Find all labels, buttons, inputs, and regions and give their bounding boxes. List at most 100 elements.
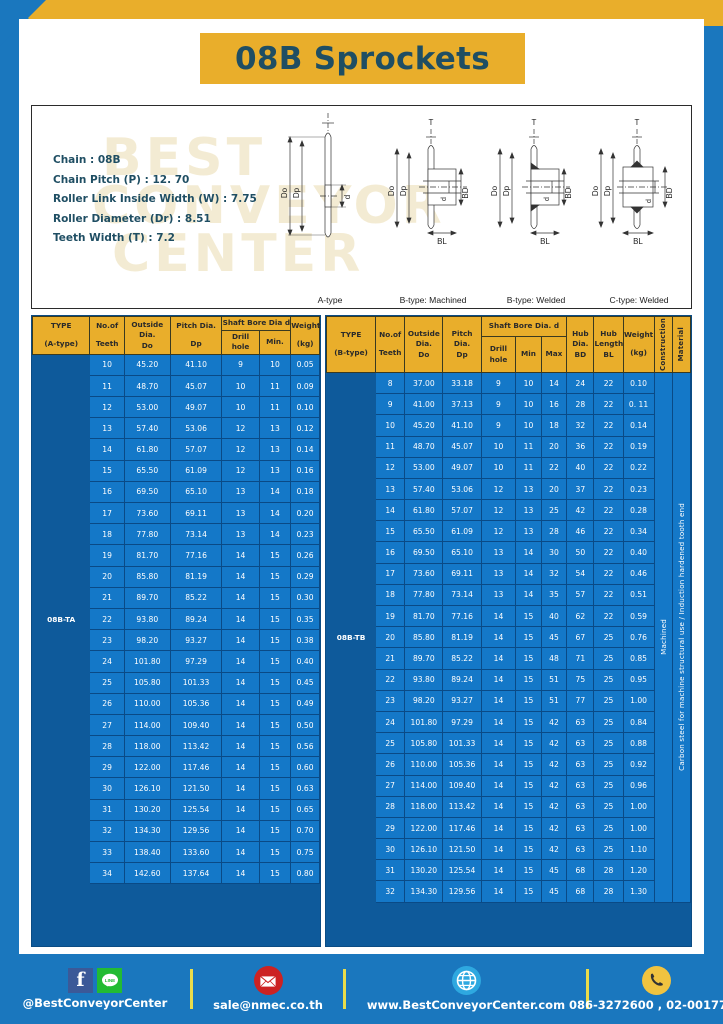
cell-pitch-dia: 125.54 [442, 859, 482, 882]
table-row: 17 73.60 69.11 13 14 0.20 [33, 502, 320, 525]
cell-teeth: 18 [89, 523, 125, 546]
footer-divider-2 [343, 969, 346, 1009]
cell-outside-dia: 61.80 [404, 499, 444, 522]
cell-pitch-dia: 105.36 [169, 692, 223, 715]
cell-hub-length: 22 [593, 541, 624, 564]
cell-hub-dia: 68 [566, 880, 595, 903]
svg-text:BL: BL [437, 237, 447, 246]
cell-weight: 0.23 [290, 523, 320, 546]
spec-line-teeth-width: Teeth Width (T) : 7.2 [53, 232, 175, 244]
cell-drill-hole: 14 [480, 689, 517, 712]
cell-max: 20 [540, 477, 568, 501]
cell-weight: 0.26 [290, 544, 320, 567]
cell-pitch-dia: 45.07 [442, 435, 482, 458]
table-row: 22 93.80 89.24 14 15 51 75 25 0.95 [327, 668, 691, 691]
mail-icon[interactable] [253, 966, 283, 995]
cell-hub-length: 25 [593, 647, 624, 670]
cell-teeth: 10 [89, 353, 125, 376]
cell-outside-dia: 48.70 [404, 435, 444, 458]
cell-teeth: 22 [89, 607, 125, 631]
th-a-teeth: No.of Teeth [89, 316, 125, 355]
cell-teeth: 33 [89, 841, 125, 864]
cell-weight: 0.30 [290, 586, 320, 609]
diagram-label-a-type: A-type [317, 295, 343, 305]
th-b-teeth-main: No.of [379, 330, 402, 340]
table-row: 25 105.80 101.33 14 15 0.45 [33, 671, 320, 694]
cell-pitch-dia: 85.22 [169, 586, 223, 609]
footer-item-social[interactable]: f LINE @BestConveyorCenter [0, 954, 190, 1024]
cell-min: 15 [258, 544, 292, 567]
cell-teeth: 20 [89, 565, 125, 588]
cell-max: 42 [540, 838, 568, 861]
cell-hub-dia: 36 [566, 435, 595, 458]
cell-min: 15 [258, 671, 292, 694]
cell-min: 15 [515, 774, 542, 797]
diagram-label-c-type-welded: C-type: Welded [609, 295, 669, 305]
table-row: 32 134.30 129.56 14 15 45 68 28 1.30 [327, 880, 691, 903]
cell-pitch-dia: 33.18 [442, 371, 482, 395]
cell-construction: Machined [653, 371, 673, 903]
line-icon[interactable]: LINE [97, 968, 122, 993]
footer-item-email[interactable]: sale@nmec.co.th [193, 954, 343, 1024]
cell-teeth: 32 [89, 819, 125, 843]
cell-drill-hole: 14 [221, 756, 260, 779]
cell-outside-dia: 98.20 [404, 689, 444, 712]
th-b-teeth-sub: Teeth [378, 347, 402, 357]
cell-min: 15 [515, 626, 542, 649]
cell-pitch-dia: 81.19 [442, 626, 482, 649]
cell-drill-hole: 14 [221, 629, 260, 652]
cell-weight: 0.10 [622, 371, 655, 395]
cell-drill-hole: 9 [480, 393, 517, 416]
table-row: 20 85.80 81.19 14 15 0.29 [33, 565, 320, 588]
cell-outside-dia: 53.00 [123, 396, 171, 419]
table-row: 29 122.00 117.46 14 15 0.60 [33, 756, 320, 779]
cell-drill-hole: 13 [221, 523, 260, 546]
cell-outside-dia: 142.60 [123, 862, 171, 885]
cell-drill-hole: 14 [221, 841, 260, 864]
footer-item-phone[interactable]: 086-3272600 , 02-0017766 [569, 954, 723, 1024]
cell-min: 15 [258, 565, 292, 588]
table-row: 29 122.00 117.46 14 15 42 63 25 1.00 [327, 816, 691, 840]
th-b-hub-dia-main: Hub [572, 328, 589, 338]
th-a-type: TYPE (A-type) [31, 316, 91, 355]
cell-teeth: 8 [375, 371, 406, 395]
svg-text:Dp: Dp [292, 187, 301, 198]
svg-text:Do: Do [280, 187, 289, 198]
table-row: 28 118.00 113.42 14 15 0.56 [33, 735, 320, 758]
footer-item-website[interactable]: www.BestConveyorCenter.com [346, 954, 586, 1024]
cell-drill-hole: 13 [221, 480, 260, 504]
cell-weight: 0.59 [622, 605, 655, 628]
title-area: 08B Sprockets [19, 19, 704, 97]
facebook-icon[interactable]: f [68, 968, 93, 993]
cell-teeth: 23 [375, 689, 406, 712]
cell-pitch-dia: 121.50 [442, 838, 482, 861]
svg-text:Do: Do [387, 185, 396, 196]
th-a-min: Min. [258, 329, 292, 355]
cell-min: 11 [515, 456, 542, 479]
svg-text:BL: BL [633, 237, 643, 246]
cell-outside-dia: 57.40 [123, 417, 171, 440]
cell-hub-dia: 24 [566, 371, 595, 395]
phone-icon[interactable] [641, 966, 671, 995]
cell-outside-dia: 57.40 [404, 477, 444, 501]
cell-min: 13 [258, 438, 292, 461]
footer-email-icons [253, 966, 283, 995]
cell-teeth: 19 [89, 544, 125, 567]
diagram-c-type-welded: Do Dp d BD BL T C-type: Welded [589, 111, 689, 307]
diagram-b-type-machined: Do Dp d BD BL T B-type: Machined [383, 111, 483, 307]
cell-min: 11 [258, 374, 292, 398]
cell-drill-hole: 14 [480, 880, 517, 903]
cell-pitch-dia: 77.16 [169, 544, 223, 567]
th-b-weight-main: Weight [623, 330, 654, 340]
cell-pitch-dia: 85.22 [442, 647, 482, 670]
cell-drill-hole: 14 [480, 668, 517, 691]
cell-hub-dia: 57 [566, 583, 595, 607]
globe-icon[interactable] [451, 966, 481, 995]
cell-drill-hole: 9 [480, 414, 517, 437]
cell-min: 15 [258, 650, 292, 673]
svg-text:Do: Do [591, 185, 600, 196]
cell-min: 15 [515, 795, 542, 818]
title-banner: 08B Sprockets [200, 33, 525, 84]
table-row: 27 114.00 109.40 14 15 42 63 25 0.96 [327, 774, 691, 797]
cell-hub-length: 22 [593, 499, 624, 522]
